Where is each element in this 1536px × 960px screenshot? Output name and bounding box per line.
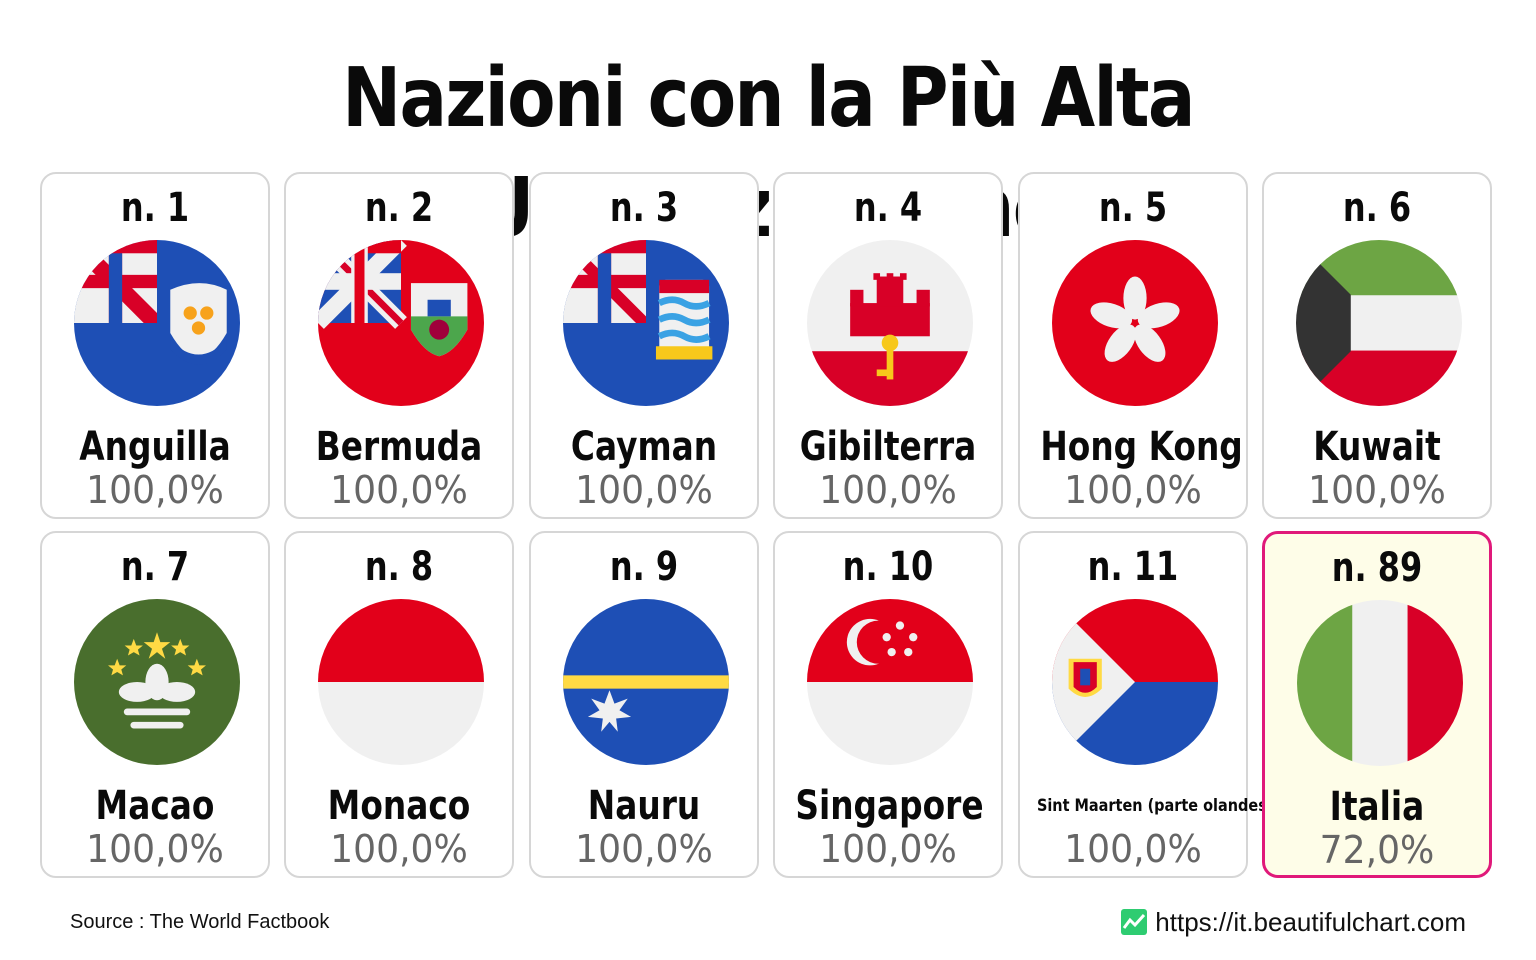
country-rank: n. 4	[853, 185, 923, 231]
nauru-flag-icon	[562, 599, 729, 765]
italy-flag-icon	[1296, 600, 1463, 766]
singapore-flag-icon	[807, 599, 974, 765]
country-rank: n. 5	[1098, 185, 1167, 231]
country-card: n. 3	[528, 172, 759, 519]
country-rank: n. 3	[609, 185, 678, 231]
chart-logo-icon	[1121, 909, 1148, 935]
country-name: Hong Kong	[1039, 424, 1243, 470]
country-card: n. 7 Macao 10	[40, 531, 270, 878]
country-card: n. 6 Kuwait 100,0%	[1261, 172, 1492, 519]
website-link[interactable]: https://it.beautifulchart.com	[1121, 905, 1466, 939]
hong-kong-flag-icon	[1051, 240, 1218, 406]
country-card: n. 8 Monaco 100,0%	[284, 531, 515, 878]
country-card: n. 10 Singapor	[773, 531, 1004, 878]
country-name: Kuwait	[1313, 424, 1441, 470]
macao-flag-icon	[74, 599, 240, 765]
highlighted-country-card: n. 89 Italia 72,0%	[1261, 531, 1492, 878]
sint-maarten-flag-icon	[1051, 599, 1218, 765]
bermuda-flag-icon	[318, 240, 485, 406]
country-name: Singapore	[795, 783, 984, 829]
country-name: Bermuda	[316, 424, 483, 470]
urbanization-value: 100,0%	[1308, 468, 1446, 512]
source-note: Source : The World Factbook	[70, 911, 330, 933]
country-rank: n. 10	[842, 544, 934, 590]
urbanization-value: 100,0%	[330, 827, 469, 871]
country-name: Italia	[1329, 784, 1425, 830]
country-name: Gibilterra	[799, 424, 977, 470]
country-card: n. 1 Anguilla	[40, 172, 270, 519]
country-card: n. 4 Gibilter	[773, 172, 1004, 519]
country-rank: n. 6	[1342, 185, 1412, 231]
country-rank: n. 8	[365, 544, 434, 590]
country-name: Macao	[95, 783, 215, 829]
cayman-flag-icon	[562, 240, 729, 406]
kuwait-flag-icon	[1295, 240, 1462, 406]
country-card: n. 2 Bermuda	[284, 172, 515, 519]
urbanization-value: 100,0%	[574, 827, 713, 871]
country-rank: n. 9	[609, 544, 678, 590]
urbanization-value: 100,0%	[819, 827, 958, 871]
gibraltar-flag-icon	[807, 240, 974, 406]
country-rank: n. 7	[120, 544, 190, 590]
country-rank: n. 89	[1331, 545, 1423, 591]
monaco-flag-icon	[318, 599, 485, 765]
urbanization-value: 100,0%	[574, 468, 713, 512]
urbanization-value: 100,0%	[86, 827, 224, 871]
urbanization-value: 100,0%	[1063, 827, 1202, 871]
ranking-grid: n. 1 Anguilla	[40, 172, 1492, 878]
country-name: Anguilla	[79, 424, 231, 470]
country-card: n. 5 Hong Kong 100,0%	[1017, 172, 1248, 519]
urbanization-value: 100,0%	[819, 468, 958, 512]
website-url[interactable]: https://it.beautifulchart.com	[1155, 907, 1466, 937]
country-rank: n. 11	[1087, 544, 1178, 590]
country-name: Cayman	[570, 424, 717, 470]
urbanization-value: 100,0%	[86, 468, 224, 512]
urbanization-value: 100,0%	[330, 468, 469, 512]
country-rank: n. 2	[365, 185, 434, 231]
anguilla-flag-icon	[74, 240, 240, 406]
country-name: Nauru	[587, 783, 701, 829]
country-name: Sint Maarten (parte olandese)	[1036, 796, 1283, 816]
country-name: Monaco	[328, 783, 471, 829]
urbanization-value: 100,0%	[1063, 468, 1202, 512]
country-card: n. 11 Sint Maarten (parte olandese) 100,…	[1017, 531, 1283, 878]
country-card: n. 9 Nauru 100,0%	[528, 531, 759, 878]
country-rank: n. 1	[120, 185, 190, 231]
urbanization-value: 72,0%	[1319, 828, 1435, 872]
